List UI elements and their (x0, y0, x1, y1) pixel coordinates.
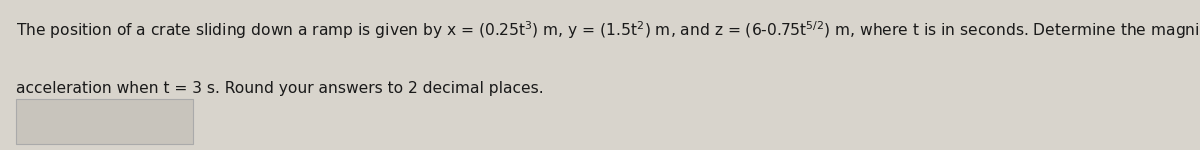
Text: acceleration when t = 3 s. Round your answers to 2 decimal places.: acceleration when t = 3 s. Round your an… (16, 81, 544, 96)
Text: The position of a crate sliding down a ramp is given by x = (0.25t$^{3}$) m, y =: The position of a crate sliding down a r… (16, 19, 1200, 41)
FancyBboxPatch shape (16, 99, 193, 144)
